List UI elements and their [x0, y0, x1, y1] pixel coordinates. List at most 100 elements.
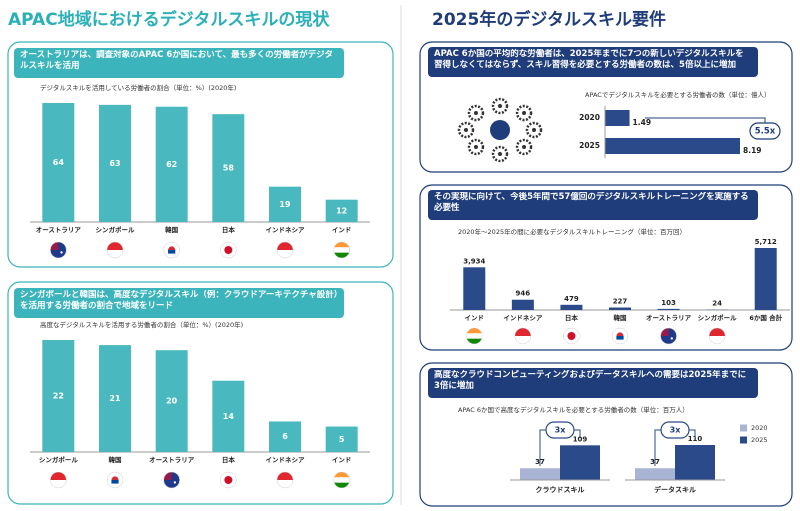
- flag-part: [107, 250, 123, 258]
- flag: [50, 472, 67, 488]
- flag-part: [709, 336, 726, 344]
- value-label: 103: [661, 299, 676, 307]
- value-label: 12: [336, 206, 347, 215]
- x-tick-label: オーストラリア: [646, 314, 692, 322]
- x-tick-label: 6か国 合計: [749, 313, 782, 322]
- panel-header: [14, 48, 344, 78]
- bar: [609, 307, 631, 310]
- flag-part: [514, 336, 531, 344]
- bar: [269, 186, 301, 222]
- flag-part: [50, 242, 59, 250]
- value-label: 62: [166, 160, 177, 169]
- x-tick-label: シンガポール: [39, 455, 79, 464]
- flag-border: [106, 471, 124, 489]
- panel-title: APAC 6か国の平均的な労働者は、2025年までに7つの新しいデジタルスキルを…: [434, 49, 744, 71]
- panel-header-box: その実現に向けて、今後5年間で57億回のデジタルスキルトレーニングを実施する必要…: [434, 192, 749, 214]
- panel-subtitle: APAC 6か国で高度なデジタルスキルを必要とする労働者の数（単位：百万人）: [458, 405, 689, 414]
- panel-header-box: シンガポールと韓国は、高度なデジタルスキル（例：クラウドアーキテクチャ設計）を活…: [20, 290, 338, 311]
- flag-part: [466, 328, 483, 334]
- flag-border: [220, 241, 237, 259]
- flag: [563, 328, 580, 344]
- flag-part: [466, 338, 483, 344]
- x-tick-label: インドネシア: [503, 314, 543, 322]
- x-tick-label: シンガポール: [698, 313, 738, 322]
- flag-part: [277, 242, 293, 250]
- flag-border: [276, 241, 294, 259]
- bar: [42, 103, 75, 222]
- flag-part: [567, 332, 576, 340]
- flag: [163, 242, 180, 258]
- flag-border: [163, 471, 180, 489]
- value-label: 8.19: [743, 146, 762, 155]
- flag-border: [333, 241, 350, 259]
- bar: [635, 468, 675, 480]
- gear-hub: [532, 128, 536, 132]
- value-label: 946: [516, 290, 531, 298]
- flag-border: [708, 327, 726, 345]
- value-label: 227: [613, 298, 628, 306]
- bar: [520, 468, 560, 480]
- bar: [212, 380, 245, 452]
- flag-part: [277, 480, 293, 488]
- gear-icon: [491, 145, 509, 163]
- flag-part: [111, 480, 119, 484]
- x-tick-label: 韓国: [165, 225, 179, 234]
- bar: [99, 345, 131, 452]
- flag-part: [60, 251, 63, 254]
- panel-title: 高度なクラウドコンピューティングおよびデータスキルへの需要は2025年までに3倍…: [434, 370, 747, 392]
- value-label: 110: [688, 435, 703, 443]
- flag-border: [276, 471, 294, 489]
- panel-header-box: APAC 6か国の平均的な労働者は、2025年までに7つの新しいデジタルスキルを…: [434, 49, 744, 71]
- panel-subtitle: 2020年～2025年の間に必要なデジタルスキルトレーニング（単位：百万回）: [458, 227, 686, 236]
- bar: [42, 340, 75, 452]
- head-icon: [490, 120, 510, 140]
- flag: [466, 328, 483, 344]
- flag-part: [224, 246, 233, 254]
- value-label: 24: [712, 300, 722, 308]
- flag-border: [106, 241, 124, 259]
- panel-header-box: 高度なクラウドコンピューティングおよびデータスキルへの需要は2025年までに3倍…: [434, 370, 747, 392]
- bar: [155, 106, 188, 222]
- flag-part: [50, 472, 67, 480]
- gear-icon: [457, 121, 475, 139]
- value-label: 3,934: [463, 257, 485, 265]
- flag: [277, 242, 293, 258]
- flag-part: [660, 328, 669, 336]
- legend-label: 2020: [751, 424, 768, 432]
- legend-label: 2025: [751, 436, 768, 444]
- bar: [754, 248, 777, 310]
- flag: [333, 242, 350, 258]
- x-tick-label: インド: [332, 456, 352, 464]
- flag-part: [173, 481, 177, 484]
- flag-part: [670, 337, 673, 340]
- x-tick-label: インド: [465, 314, 485, 322]
- value-label: 22: [53, 392, 64, 401]
- flag-border: [466, 327, 483, 345]
- panel-header-box: オーストラリアは、調査対象のAPAC 6か国において、最も多くの労働者がデジタル…: [20, 50, 333, 71]
- value-label: 63: [109, 159, 120, 168]
- flag-border: [50, 241, 67, 259]
- bar: [511, 299, 534, 310]
- panel-title: その実現に向けて、今後5年間で57億回のデジタルスキルトレーニングを実施する必要…: [434, 192, 749, 214]
- gear-icon: [467, 104, 485, 122]
- x-tick-label: オーストラリア: [149, 456, 195, 464]
- annotation-box: [660, 421, 690, 439]
- flag-part: [277, 250, 293, 258]
- x-tick-label: インドネシア: [266, 226, 306, 234]
- flag: [277, 472, 293, 488]
- x-tick-label: 韓国: [109, 455, 123, 464]
- flag-part: [333, 482, 350, 488]
- flag-border: [514, 327, 532, 345]
- panel-subtitle: 高度なデジタルスキルを活用する労働者の割合（単位：%）(2020年): [40, 320, 243, 329]
- annotation-arrow: [539, 429, 581, 466]
- flag-part: [224, 476, 233, 484]
- flag-part: [163, 472, 172, 480]
- annotation-box: [749, 122, 781, 140]
- legend-swatch: [740, 424, 747, 432]
- value-label: 1.49: [633, 118, 652, 127]
- flag: [612, 328, 628, 344]
- bar: [675, 445, 715, 480]
- legend-swatch: [740, 436, 747, 444]
